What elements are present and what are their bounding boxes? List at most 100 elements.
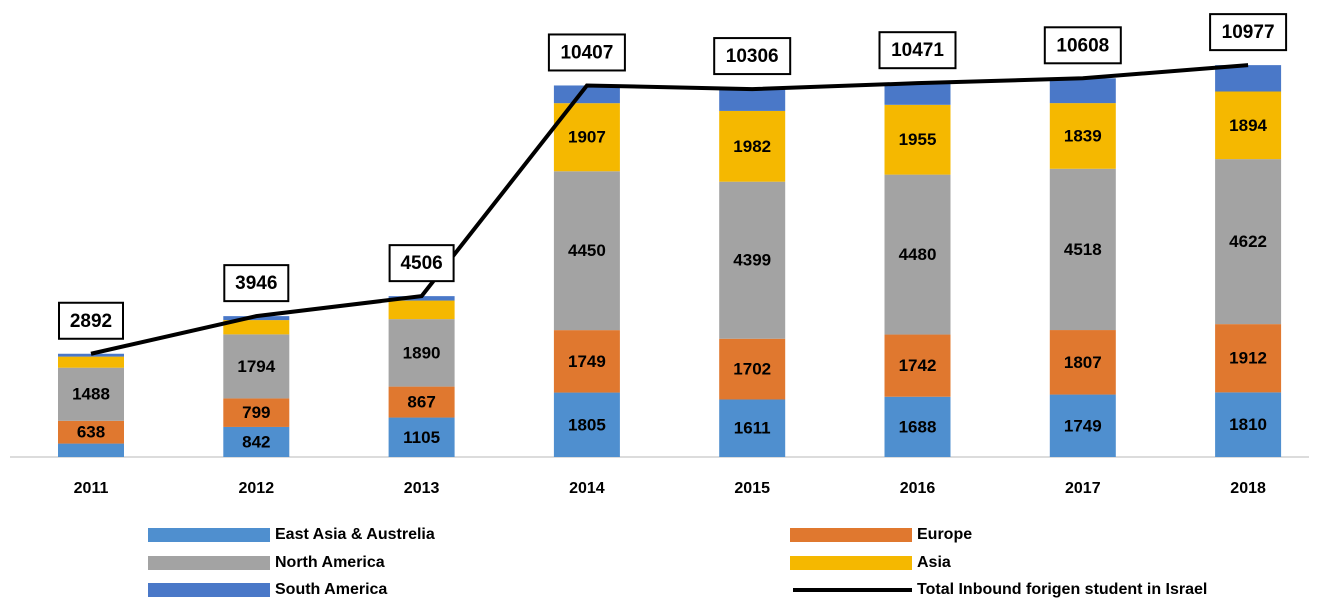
total-label-box: [1043, 26, 1122, 65]
total-label: 10471: [891, 40, 944, 61]
total-label-box: [713, 37, 792, 76]
data-label: 1894: [1229, 116, 1267, 135]
total-label: 2892: [70, 311, 112, 332]
legend-label: Total Inbound forigen student in Israel: [917, 581, 1207, 598]
bar-segment: [388, 300, 455, 320]
data-label: 4450: [568, 241, 606, 260]
data-label: 4518: [1064, 240, 1102, 259]
total-line: [90, 63, 1249, 356]
legend-label: South America: [275, 581, 387, 598]
x-tick-label: 2017: [1065, 480, 1101, 497]
data-label: 1982: [733, 137, 771, 156]
bar-segment: [884, 396, 951, 457]
bar-segment: [553, 330, 620, 393]
legend-label: Europe: [917, 526, 972, 543]
bar-segment: [1215, 324, 1282, 393]
x-tick-label: 2016: [900, 480, 936, 497]
bar-segment: [223, 398, 290, 427]
data-label: 1805: [568, 415, 606, 434]
bar-segment: [884, 334, 951, 397]
bar-segment: [223, 320, 290, 335]
data-label: 4480: [899, 245, 937, 264]
bar-segment: [1215, 159, 1282, 325]
data-label: 1839: [1064, 126, 1102, 145]
bar-segment: [1215, 91, 1282, 160]
bar-segment: [388, 319, 455, 387]
bar-segment: [223, 334, 290, 399]
data-label: 1749: [568, 352, 606, 371]
bar-segment: [58, 356, 124, 368]
data-label: 638: [77, 423, 105, 442]
x-tick-label: 2011: [74, 480, 109, 497]
legend-swatch: [148, 528, 270, 542]
data-label: 1810: [1229, 415, 1267, 434]
legend-swatch: [790, 528, 912, 542]
bar-segment: [1215, 392, 1282, 457]
legend-swatch: [790, 556, 912, 570]
bar-segment: [719, 399, 786, 457]
legend-swatch: [148, 583, 270, 597]
bar-segment: [1215, 65, 1282, 92]
total-label: 10977: [1222, 22, 1275, 43]
x-tick-label: 2012: [239, 480, 275, 497]
data-label: 1105: [403, 428, 440, 447]
data-label: 1749: [1064, 416, 1102, 435]
bar-segment: [719, 89, 786, 111]
x-tick-label: 2015: [734, 480, 770, 497]
bar-segment: [388, 296, 455, 301]
bar-segment: [553, 171, 620, 331]
bar-segment: [719, 110, 786, 182]
bar-segment: [1049, 78, 1116, 104]
bar-segment: [884, 83, 951, 105]
data-label: 1907: [568, 128, 606, 147]
total-label: 4506: [400, 253, 442, 274]
total-label-box: [1209, 13, 1288, 52]
data-label: 842: [242, 432, 270, 451]
data-label: 799: [242, 403, 270, 422]
bar-segment: [719, 338, 786, 400]
total-label: 10608: [1056, 35, 1109, 56]
legend-label: North America: [275, 554, 385, 571]
data-label: 1742: [899, 356, 937, 375]
x-tick-label: 2018: [1230, 480, 1266, 497]
bar-segment: [58, 353, 124, 357]
total-label-box: [388, 244, 455, 283]
data-label: 1688: [899, 417, 937, 436]
data-label: 867: [407, 393, 435, 412]
total-label-box: [547, 33, 626, 72]
data-label: 1488: [72, 385, 110, 404]
bar-segment: [1049, 330, 1116, 395]
total-label: 10306: [726, 46, 779, 67]
data-label: 1890: [403, 343, 441, 362]
legend-label: Asia: [917, 554, 951, 571]
bar-segment: [553, 85, 620, 104]
total-label: 3946: [235, 273, 277, 294]
data-label: 1794: [237, 357, 275, 376]
total-label-box: [58, 301, 124, 340]
data-label: 4399: [733, 251, 771, 270]
bar-segment: [1049, 394, 1116, 457]
total-label: 10407: [560, 42, 613, 63]
data-label: 1702: [733, 360, 771, 379]
total-label-box: [878, 31, 957, 70]
data-label: 4622: [1229, 232, 1267, 251]
data-label: 1807: [1064, 353, 1102, 372]
bar-segment: [58, 420, 124, 444]
x-tick-label: 2014: [569, 480, 605, 497]
data-label: 1912: [1229, 349, 1267, 368]
bar-segment: [58, 443, 124, 457]
bar-segment: [388, 386, 455, 418]
bar-segment: [58, 367, 124, 421]
bar-segment: [388, 417, 455, 457]
legend-label: East Asia & Austrelia: [275, 526, 435, 543]
bar-segment: [884, 174, 951, 335]
bar-segment: [884, 104, 951, 175]
x-tick-label: 2013: [404, 480, 440, 497]
legend-swatch: [148, 556, 270, 570]
bar-segment: [719, 181, 786, 339]
data-label: 1955: [899, 130, 937, 149]
bar-segment: [553, 392, 620, 457]
data-label: 1611: [734, 419, 771, 438]
bar-segment: [1049, 168, 1116, 331]
